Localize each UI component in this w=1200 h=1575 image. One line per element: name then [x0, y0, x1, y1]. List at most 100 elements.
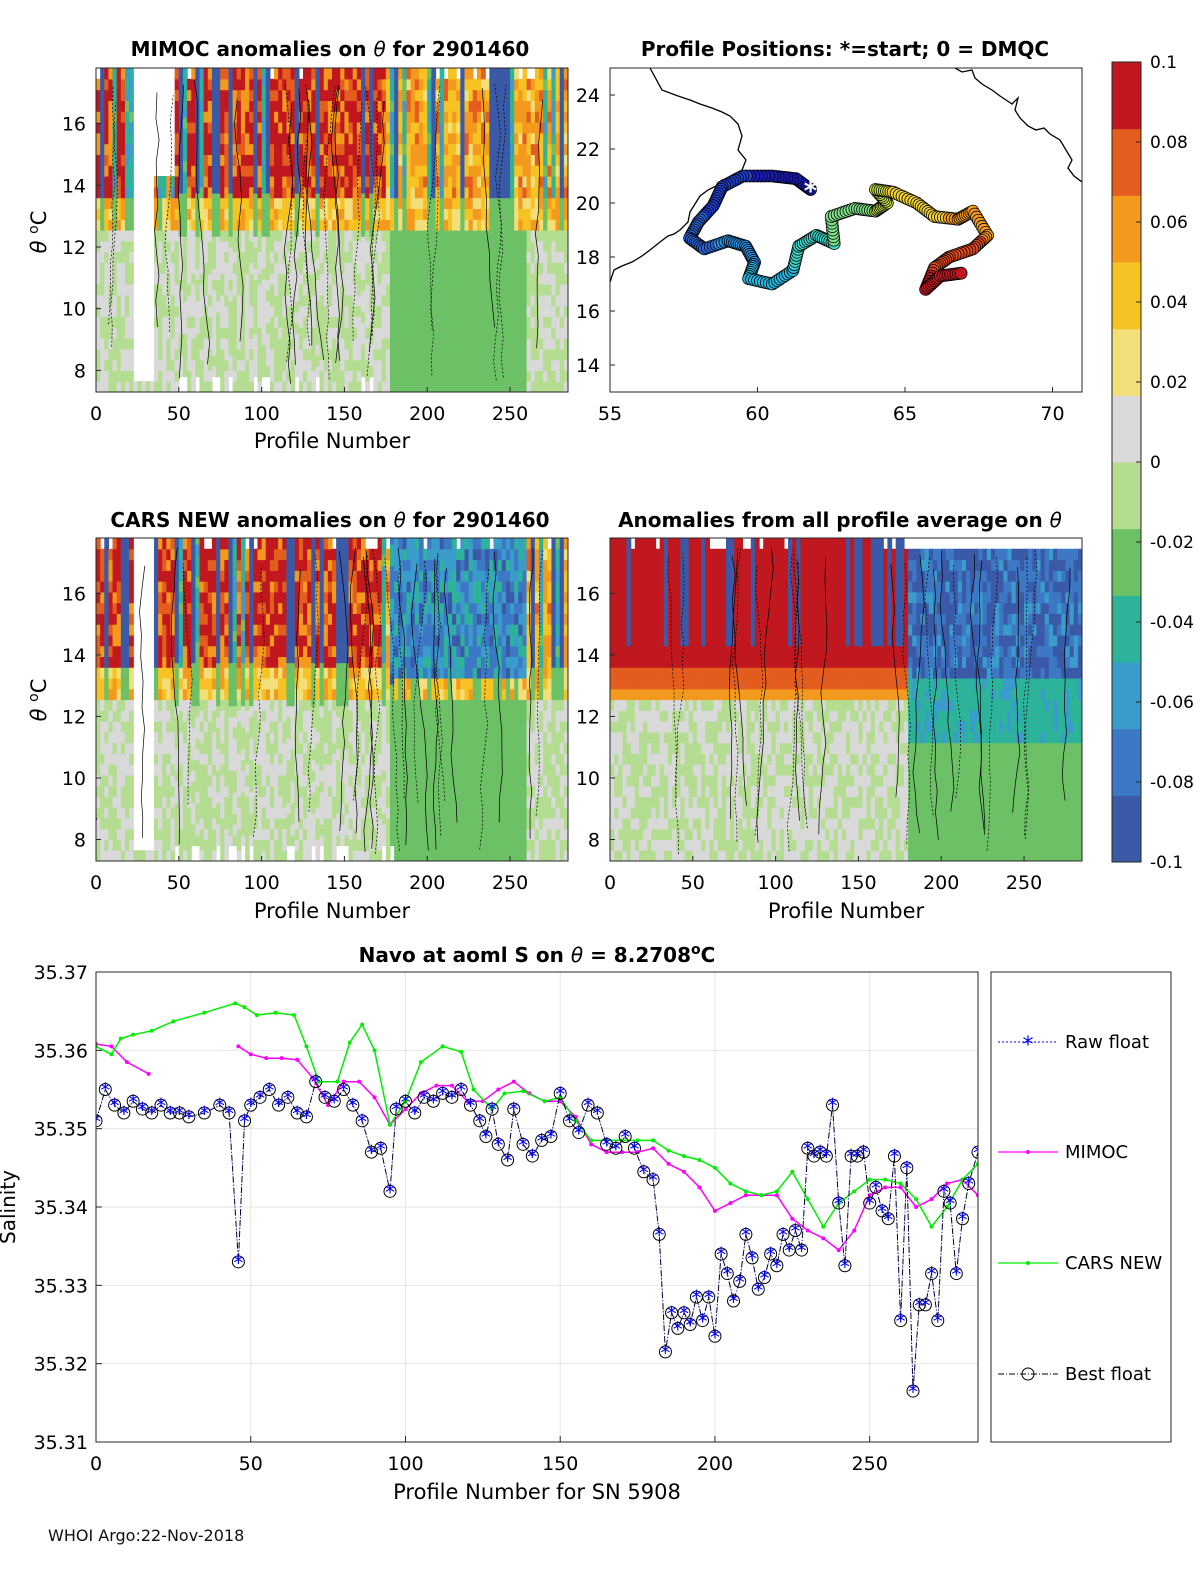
heatmap-cell — [526, 338, 532, 350]
x-tick-label: 100 — [243, 403, 279, 425]
heatmap-cell — [369, 128, 375, 140]
heatmap-cell — [298, 624, 304, 636]
heatmap-cell — [319, 208, 325, 220]
heatmap-cell — [112, 774, 118, 787]
heatmap-cell — [443, 359, 449, 371]
heatmap-cell — [269, 262, 275, 274]
heatmap-cell — [220, 348, 225, 361]
heatmap-cell — [216, 813, 221, 825]
heatmap-cell — [476, 176, 482, 188]
heatmap-cell — [174, 694, 180, 707]
heatmap-cell — [224, 338, 230, 350]
heatmap-cell — [452, 78, 457, 91]
heatmap-cell — [485, 327, 490, 339]
heatmap-cell — [100, 591, 105, 604]
heatmap-cell — [468, 348, 474, 361]
heatmap-cell — [199, 240, 205, 253]
heatmap-cell — [402, 370, 408, 382]
heatmap-cell — [158, 839, 163, 851]
heatmap-cell — [178, 591, 184, 604]
heatmap-cell — [174, 316, 180, 328]
heatmap-cell — [332, 186, 337, 199]
heatmap-cell — [385, 327, 391, 339]
heatmap-cell — [319, 359, 325, 371]
heatmap-cell — [178, 699, 184, 711]
heatmap-cell — [315, 203, 321, 216]
heatmap-cell — [447, 219, 453, 231]
heatmap-cell — [510, 284, 515, 296]
heatmap-cell — [311, 143, 317, 155]
heatmap-cell — [398, 100, 403, 112]
heatmap-cell — [108, 186, 114, 199]
heatmap-cell — [555, 132, 561, 145]
heatmap-cell — [447, 359, 453, 371]
heatmap-cell — [315, 300, 321, 313]
heatmap-cell — [290, 154, 296, 166]
heatmap-cell — [439, 381, 445, 392]
heatmap-cell — [418, 89, 424, 101]
heatmap-cell — [191, 68, 196, 80]
heatmap-cell — [327, 219, 333, 231]
heatmap-cell — [298, 613, 304, 625]
heatmap-cell — [224, 796, 230, 808]
heatmap-cell — [253, 203, 259, 216]
heatmap-cell — [178, 774, 184, 787]
heatmap-cell — [456, 327, 461, 339]
heatmap-cell — [253, 225, 259, 237]
heatmap-cell — [216, 770, 221, 782]
heatmap-cell — [104, 807, 110, 819]
heatmap-cell — [216, 182, 221, 194]
heatmap-cell — [112, 165, 118, 177]
heatmap-cell — [344, 348, 350, 361]
heatmap-cell — [257, 251, 263, 263]
heatmap-cell — [365, 316, 370, 328]
heatmap-cell — [187, 132, 192, 145]
heatmap-cell — [423, 111, 428, 123]
heatmap-cell — [269, 89, 275, 101]
heatmap-cell — [228, 182, 234, 194]
heatmap-cell — [129, 78, 134, 91]
heatmap-cell — [236, 731, 242, 744]
heatmap-cell — [555, 208, 561, 220]
heatmap-cell — [96, 850, 101, 861]
heatmap-cell — [108, 338, 114, 350]
heatmap-cell — [389, 68, 395, 80]
heatmap-cell — [178, 128, 184, 140]
heatmap-cell — [344, 240, 350, 253]
heatmap-cell — [187, 602, 192, 614]
heatmap-cell — [174, 554, 180, 567]
heatmap-cell — [232, 327, 238, 339]
heatmap-cell — [112, 381, 118, 392]
heatmap-cell — [307, 850, 312, 861]
heatmap-cell — [236, 273, 242, 285]
heatmap-cell — [220, 154, 225, 166]
heatmap-cell — [534, 89, 540, 101]
heatmap-cell — [464, 359, 470, 371]
heatmap-cell — [394, 208, 399, 220]
y-tick-label: 16 — [62, 114, 86, 136]
heatmap-cell — [116, 538, 122, 550]
heatmap-cell — [112, 78, 118, 91]
heatmap-cell — [203, 316, 209, 328]
heatmap-cell — [414, 381, 420, 392]
heatmap-cell — [303, 699, 308, 711]
heatmap-cell — [220, 570, 225, 582]
colorbar-gradient — [1112, 62, 1141, 863]
colorbar-band — [1112, 128, 1141, 196]
heatmap-cell — [514, 230, 519, 242]
heatmap-cell — [100, 667, 105, 679]
heatmap-cell — [559, 273, 565, 285]
heatmap-cell — [423, 78, 428, 91]
heatmap-cell — [224, 111, 230, 123]
heatmap-cell — [112, 688, 118, 701]
heatmap-cell — [381, 273, 387, 285]
heatmap-cell — [261, 354, 267, 367]
heatmap-cell — [274, 602, 279, 614]
heatmap-cell — [236, 176, 242, 188]
heatmap-cell — [385, 230, 391, 242]
heatmap-cell — [178, 149, 184, 162]
heatmap-cell — [311, 165, 317, 177]
heatmap-cell — [286, 370, 292, 382]
heatmap-cell — [166, 208, 172, 220]
heatmap-cell — [170, 316, 176, 328]
